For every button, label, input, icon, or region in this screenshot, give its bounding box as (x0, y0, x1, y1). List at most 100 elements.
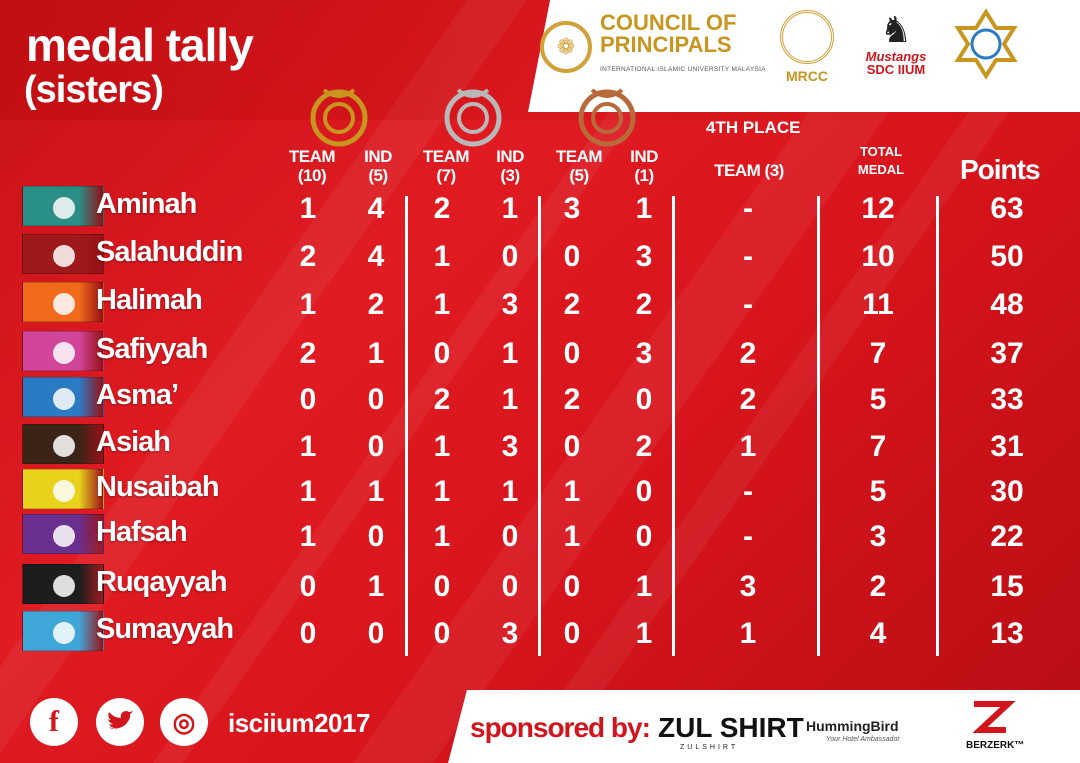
isc-star-logo-icon (954, 8, 1018, 80)
cell-bt: 0 (563, 570, 581, 603)
team-emblem-icon (53, 575, 75, 597)
team-banner (22, 611, 104, 651)
team-banner (22, 424, 104, 464)
horse-icon: ♞ (879, 9, 913, 50)
cell-fourth: - (743, 475, 753, 508)
cell-gt: 1 (299, 475, 317, 508)
hummingbird-logo: HummingBird (806, 718, 899, 734)
cell-gi: 0 (367, 383, 385, 416)
cell-points: 37 (990, 337, 1024, 370)
table-row: Aminah 1 4 2 1 3 1 - 12 63 (0, 186, 1080, 234)
cell-st: 2 (433, 383, 451, 416)
cell-gt: 1 (299, 430, 317, 463)
team-banner (22, 514, 104, 554)
cell-bt: 0 (563, 337, 581, 370)
team-emblem-icon (53, 245, 75, 267)
cell-total: 2 (869, 570, 887, 603)
hummingbird-sub: Your Hotel Ambassador (826, 736, 900, 743)
council-of-principals-logo: ❁ COUNCIL OF PRINCIPALS INTERNATIONAL IS… (540, 12, 766, 81)
table-row: Safiyyah 2 1 0 1 0 3 2 7 37 (0, 331, 1080, 379)
divider-bronze-fourth (672, 196, 675, 656)
zulshirt-logo: ZUL SHIRT (658, 712, 804, 743)
header-bronze-team: TEAM (5) (555, 147, 603, 185)
team-emblem-icon (53, 525, 75, 547)
council-sub: INTERNATIONAL ISLAMIC UNIVERSITY MALAYSI… (600, 66, 766, 73)
cell-gt: 1 (299, 192, 317, 225)
cell-bi: 2 (635, 288, 653, 321)
cell-fourth: - (743, 288, 753, 321)
mustangs-logo: ♞ Mustangs SDC IIUM (856, 10, 936, 77)
mrcc-seal-icon (780, 10, 834, 64)
team-banner (22, 186, 104, 226)
cell-si: 1 (501, 192, 519, 225)
cell-points: 31 (990, 430, 1024, 463)
cell-bt: 1 (563, 475, 581, 508)
cell-si: 3 (501, 430, 519, 463)
cell-st: 0 (433, 617, 451, 650)
cell-gt: 0 (299, 383, 317, 416)
cell-total: 4 (869, 617, 887, 650)
divider-total-points (936, 196, 939, 656)
cell-st: 0 (433, 337, 451, 370)
header-bronze-ind: IND (1) (630, 147, 658, 185)
cell-gt: 2 (299, 240, 317, 273)
cell-gi: 2 (367, 288, 385, 321)
team-name: Asma’ (96, 379, 179, 411)
cell-gi: 1 (367, 570, 385, 603)
berzerk-label: BERZERK™ (966, 740, 1025, 751)
header-total-medal: TOTAL MEDAL (857, 144, 905, 177)
cell-total: 5 (869, 475, 887, 508)
cell-gi: 0 (367, 520, 385, 553)
cell-gi: 1 (367, 475, 385, 508)
zulshirt-sub: ZULSHIRT (680, 744, 739, 751)
facebook-icon[interactable]: f (30, 698, 78, 746)
team-emblem-icon (53, 197, 75, 219)
twitter-icon[interactable] (96, 698, 144, 746)
cell-bi: 2 (635, 430, 653, 463)
team-emblem-icon (53, 480, 75, 502)
team-emblem-icon (53, 293, 75, 315)
team-banner (22, 331, 104, 371)
table-row: Salahuddin 2 4 1 0 0 3-10 50 (0, 234, 1080, 282)
table-row: Asiah 1 0 1 3 0 2 1 7 31 (0, 424, 1080, 472)
team-banner (22, 377, 104, 417)
cell-gt: 1 (299, 520, 317, 553)
cell-bi: 1 (635, 617, 653, 650)
cell-points: 63 (990, 192, 1024, 225)
team-emblem-icon (53, 435, 75, 457)
cell-st: 1 (433, 288, 451, 321)
council-line2: PRINCIPALS (600, 32, 732, 57)
cell-bt: 2 (563, 383, 581, 416)
cell-gt: 0 (299, 570, 317, 603)
table-row: Ruqayyah 0 1 0 0 0 1 3 2 15 (0, 564, 1080, 612)
cell-bi: 0 (635, 383, 653, 416)
cell-fourth: 3 (739, 570, 757, 603)
mrcc-label: MRCC (786, 68, 828, 84)
team-banner (22, 234, 104, 274)
page-subtitle: (sisters) (24, 69, 164, 111)
team-emblem-icon (53, 388, 75, 410)
sponsored-by-label: sponsored by: (470, 712, 651, 743)
team-name: Asiah (96, 426, 171, 458)
cell-bt: 1 (563, 520, 581, 553)
cell-bt: 2 (563, 288, 581, 321)
divider-fourth-total (817, 196, 820, 656)
cell-fourth: - (743, 520, 753, 553)
instagram-icon[interactable]: ◎ (160, 698, 208, 746)
cell-bi: 0 (635, 520, 653, 553)
cell-points: 30 (990, 475, 1024, 508)
cell-si: 1 (501, 337, 519, 370)
cell-total: 7 (869, 337, 887, 370)
cell-fourth: 2 (739, 337, 757, 370)
cell-si: 1 (501, 383, 519, 416)
cell-gi: 1 (367, 337, 385, 370)
cell-bi: 3 (635, 240, 653, 273)
team-name: Safiyyah (96, 333, 208, 365)
team-banner (22, 282, 104, 322)
cell-gi: 0 (367, 430, 385, 463)
bronze-medal-icon (578, 88, 636, 147)
table-row: Hafsah 1 0 1 0 1 0 - 3 22 (0, 514, 1080, 562)
cell-bi: 0 (635, 475, 653, 508)
team-name: Ruqayyah (96, 566, 228, 598)
cell-gi: 4 (367, 240, 385, 273)
